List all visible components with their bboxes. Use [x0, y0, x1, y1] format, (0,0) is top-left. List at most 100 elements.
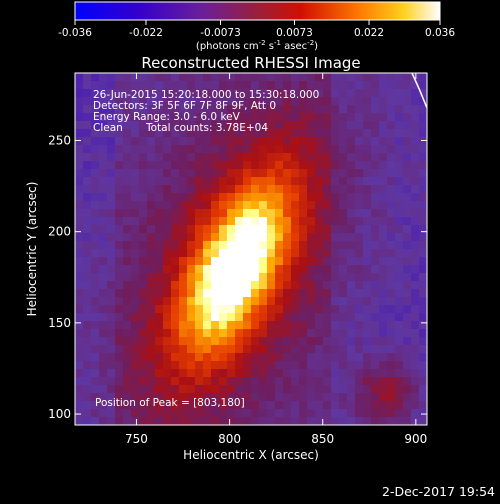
heatmap-cell	[307, 385, 316, 394]
heatmap-cell	[299, 233, 308, 242]
heatmap-cell	[259, 281, 268, 290]
heatmap-cell	[235, 145, 244, 154]
heatmap-cell	[307, 297, 316, 306]
heatmap-cell	[339, 305, 348, 314]
heatmap-cell	[131, 233, 140, 242]
heatmap-cell	[83, 361, 92, 370]
heatmap-cell	[315, 81, 324, 90]
heatmap-cell	[123, 129, 132, 138]
heatmap-cell	[83, 177, 92, 186]
heatmap-cell	[371, 185, 380, 194]
heatmap-cell	[363, 289, 372, 298]
heatmap-cell	[203, 377, 212, 386]
heatmap-cell	[395, 193, 404, 202]
heatmap-cell	[91, 89, 100, 98]
heatmap-cell	[83, 401, 92, 410]
heatmap-cell	[203, 105, 212, 114]
heatmap-cell	[323, 321, 332, 330]
heatmap-cell	[355, 129, 364, 138]
heatmap-cell	[339, 209, 348, 218]
heatmap-cell	[291, 385, 300, 394]
heatmap-cell	[203, 185, 212, 194]
heatmap-cell	[395, 81, 404, 90]
heatmap-cell	[83, 297, 92, 306]
heatmap-cell	[259, 209, 268, 218]
heatmap-cell	[419, 289, 427, 298]
heatmap-cell	[347, 369, 356, 378]
heatmap-cell	[147, 145, 156, 154]
heatmap-cell	[283, 265, 292, 274]
heatmap-cell	[83, 81, 92, 90]
heatmap-cell	[387, 257, 396, 266]
heatmap-cell	[123, 273, 132, 282]
heatmap-cell	[363, 265, 372, 274]
heatmap-cell	[323, 193, 332, 202]
heatmap-cell	[403, 281, 412, 290]
heatmap-cell	[395, 241, 404, 250]
heatmap-cell	[307, 161, 316, 170]
heatmap-cell	[251, 321, 260, 330]
heatmap-cell	[163, 185, 172, 194]
heatmap-cell	[411, 329, 420, 338]
heatmap-cell	[235, 289, 244, 298]
heatmap-cell	[115, 337, 124, 346]
heatmap-cell	[75, 361, 84, 370]
heatmap-cell	[83, 241, 92, 250]
heatmap-cell	[307, 225, 316, 234]
heatmap-cell	[171, 289, 180, 298]
heatmap-cell	[323, 73, 332, 82]
heatmap-cell	[387, 89, 396, 98]
heatmap-cell	[419, 265, 427, 274]
heatmap-cell	[339, 113, 348, 122]
heatmap-cell	[403, 273, 412, 282]
heatmap-cell	[363, 377, 372, 386]
heatmap-cell	[395, 265, 404, 274]
heatmap-cell	[123, 353, 132, 362]
heatmap-cell	[83, 345, 92, 354]
heatmap-cell	[219, 209, 228, 218]
heatmap-cell	[187, 217, 196, 226]
heatmap-cell	[147, 177, 156, 186]
heatmap-cell	[355, 97, 364, 106]
heatmap-cell	[411, 169, 420, 178]
heatmap-cell	[107, 409, 116, 418]
heatmap-cell	[155, 417, 164, 425]
heatmap-cell	[123, 329, 132, 338]
heatmap-cell	[267, 393, 276, 402]
heatmap-cell	[355, 153, 364, 162]
heatmap-cell	[339, 281, 348, 290]
heatmap-cell	[283, 193, 292, 202]
heatmap-cell	[347, 257, 356, 266]
heatmap-cell	[363, 385, 372, 394]
heatmap-cell	[147, 361, 156, 370]
heatmap-cell	[75, 105, 84, 114]
heatmap-cell	[347, 337, 356, 346]
heatmap-cell	[411, 289, 420, 298]
heatmap-cell	[355, 401, 364, 410]
heatmap-cell	[267, 321, 276, 330]
heatmap-cell	[147, 113, 156, 122]
heatmap-cell	[323, 209, 332, 218]
heatmap-cell	[339, 161, 348, 170]
heatmap-cell	[227, 377, 236, 386]
heatmap-cell	[411, 409, 420, 418]
heatmap-cell	[75, 137, 84, 146]
heatmap-cell	[259, 265, 268, 274]
heatmap-cell	[411, 401, 420, 410]
heatmap-cell	[283, 89, 292, 98]
heatmap-cell	[155, 345, 164, 354]
heatmap-cell	[219, 337, 228, 346]
heatmap-cell	[123, 153, 132, 162]
heatmap-cell	[219, 417, 228, 425]
heatmap-cell	[75, 313, 84, 322]
heatmap-cell	[299, 185, 308, 194]
heatmap-cell	[203, 249, 212, 258]
heatmap-cell	[379, 249, 388, 258]
heatmap-cell	[211, 361, 220, 370]
heatmap-cell	[315, 241, 324, 250]
heatmap-cell	[347, 161, 356, 170]
heatmap-cell	[139, 105, 148, 114]
heatmap-cell	[251, 217, 260, 226]
heatmap-cell	[363, 337, 372, 346]
heatmap-cell	[387, 361, 396, 370]
